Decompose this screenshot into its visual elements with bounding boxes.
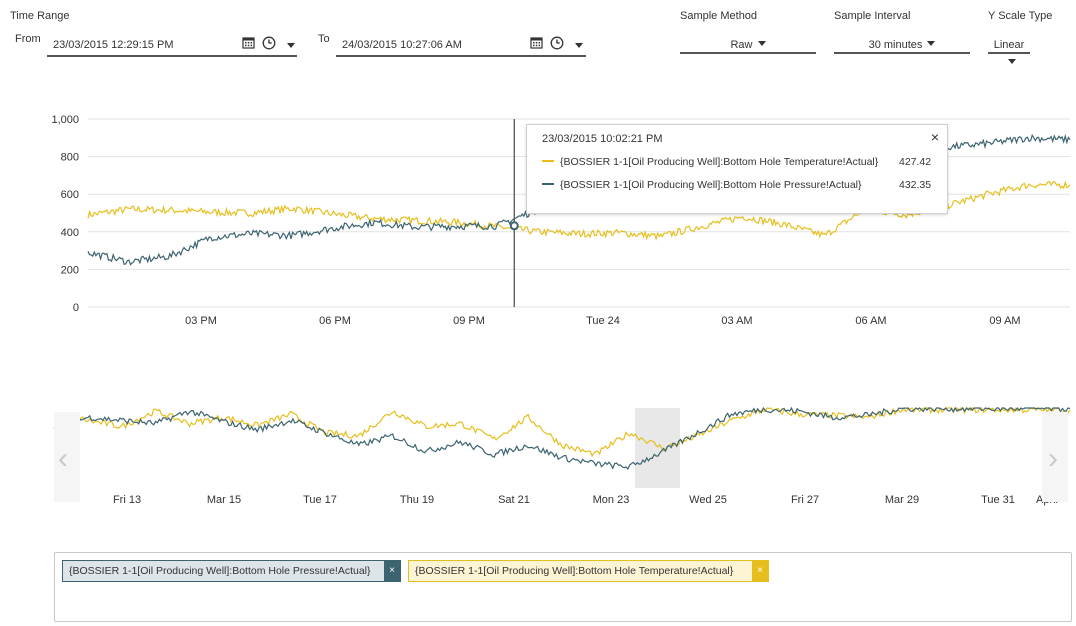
x-tick-label: 03 PM bbox=[185, 315, 217, 327]
chevron-down-icon bbox=[1007, 59, 1016, 64]
to-date-field[interactable]: 24/03/2015 10:27:06 AM bbox=[336, 31, 586, 57]
to-label: To bbox=[318, 33, 330, 45]
remove-icon[interactable]: × bbox=[384, 560, 400, 582]
nav-x-tick-label: Sat 21 bbox=[498, 494, 530, 506]
chart-tooltip: 23/03/2015 10:02:21 PM × {BOSSIER 1-1[Oi… bbox=[526, 124, 948, 214]
pressure-swatch bbox=[542, 183, 554, 186]
temperature-swatch bbox=[542, 160, 554, 163]
to-date-value: 24/03/2015 10:27:06 AM bbox=[342, 39, 462, 51]
y-scale-type-value: Linear bbox=[993, 39, 1025, 51]
sample-interval-label: Sample Interval bbox=[834, 10, 911, 22]
tooltip-date: 23/03/2015 10:02:21 PM bbox=[542, 133, 663, 145]
sample-method-select[interactable]: Raw bbox=[680, 28, 816, 54]
nav-x-tick-label: Mon 23 bbox=[593, 494, 630, 506]
nav-x-tick-label: Tue 31 bbox=[981, 494, 1015, 506]
chevron-left-icon: ‹ bbox=[58, 442, 68, 475]
navigator-next-button[interactable]: › bbox=[1042, 412, 1068, 502]
nav-pressure-line bbox=[53, 406, 1071, 471]
sample-method-label: Sample Method bbox=[680, 10, 758, 22]
y-tick-label: 1,000 bbox=[51, 114, 79, 126]
y-tick-label: 400 bbox=[61, 227, 79, 239]
navigator-prev-button[interactable]: ‹ bbox=[54, 412, 80, 502]
y-scale-type-select[interactable]: Linear bbox=[988, 28, 1030, 64]
y-tick-label: 600 bbox=[61, 189, 79, 201]
sample-method-value: Raw bbox=[730, 39, 753, 51]
tooltip-series-name: {BOSSIER 1-1[Oil Producing Well]:Bottom … bbox=[560, 156, 879, 168]
legend-chip-temperature[interactable]: {BOSSIER 1-1[Oil Producing Well]:Bottom … bbox=[408, 560, 769, 582]
chevron-down-icon bbox=[927, 41, 936, 46]
calendar-icon[interactable] bbox=[240, 36, 256, 52]
clock-icon[interactable] bbox=[261, 36, 277, 52]
chevron-down-icon bbox=[757, 41, 766, 46]
time-range-title: Time Range bbox=[10, 10, 70, 22]
chevron-right-icon: › bbox=[1048, 442, 1058, 475]
crosshair-marker bbox=[509, 221, 519, 231]
y-tick-label: 0 bbox=[73, 302, 79, 314]
series-legend: {BOSSIER 1-1[Oil Producing Well]:Bottom … bbox=[54, 552, 1072, 622]
chevron-down-icon[interactable] bbox=[571, 36, 587, 52]
nav-temperature-line bbox=[53, 406, 1071, 458]
from-date-field[interactable]: 23/03/2015 12:29:15 PM bbox=[47, 31, 297, 57]
temperature-series-line bbox=[87, 180, 1071, 242]
x-tick-label: 06 PM bbox=[319, 315, 351, 327]
navigator-selection bbox=[635, 408, 680, 488]
nav-x-tick-label: Thu 19 bbox=[400, 494, 434, 506]
legend-chip-label: {BOSSIER 1-1[Oil Producing Well]:Bottom … bbox=[69, 565, 371, 577]
chevron-down-icon[interactable] bbox=[283, 36, 299, 52]
nav-x-tick-label: Mar 15 bbox=[207, 494, 241, 506]
remove-icon[interactable]: × bbox=[752, 560, 768, 582]
nav-x-tick-label: Wed 25 bbox=[689, 494, 727, 506]
x-tick-label: Tue 24 bbox=[586, 315, 620, 327]
navigator-chart[interactable]: Fri 13 Mar 15 Tue 17 Thu 19 Sat 21 Mon 23 Wed … bbox=[0, 400, 1076, 515]
y-tick-label: 800 bbox=[61, 152, 79, 164]
y-tick-label: 200 bbox=[61, 264, 79, 276]
legend-chip-pressure[interactable]: {BOSSIER 1-1[Oil Producing Well]:Bottom … bbox=[62, 560, 401, 582]
tooltip-series-name: {BOSSIER 1-1[Oil Producing Well]:Bottom … bbox=[560, 179, 862, 191]
from-date-value: 23/03/2015 12:29:15 PM bbox=[53, 39, 174, 51]
x-tick-label: 09 PM bbox=[453, 315, 485, 327]
from-label: From bbox=[15, 33, 41, 45]
close-icon[interactable]: × bbox=[930, 129, 939, 145]
nav-x-tick-label: Tue 17 bbox=[303, 494, 337, 506]
nav-x-tick-label: Mar 29 bbox=[885, 494, 919, 506]
x-tick-label: 06 AM bbox=[855, 315, 886, 327]
sample-interval-value: 30 minutes bbox=[868, 39, 923, 51]
tooltip-row-pressure: {BOSSIER 1-1[Oil Producing Well]:Bottom … bbox=[542, 179, 931, 191]
y-scale-type-label: Y Scale Type bbox=[988, 10, 1053, 22]
nav-x-tick-label: Fri 27 bbox=[791, 494, 819, 506]
legend-chip-label: {BOSSIER 1-1[Oil Producing Well]:Bottom … bbox=[415, 565, 734, 577]
nav-x-tick-label: Fri 13 bbox=[113, 494, 141, 506]
calendar-icon[interactable] bbox=[528, 36, 544, 52]
tooltip-series-value: 427.42 bbox=[899, 156, 932, 168]
x-tick-label: 09 AM bbox=[989, 315, 1020, 327]
sample-interval-select[interactable]: 30 minutes bbox=[834, 28, 970, 54]
clock-icon[interactable] bbox=[549, 36, 565, 52]
tooltip-series-value: 432.35 bbox=[899, 179, 932, 191]
x-tick-label: 03 AM bbox=[721, 315, 752, 327]
tooltip-row-temperature: {BOSSIER 1-1[Oil Producing Well]:Bottom … bbox=[542, 156, 931, 168]
